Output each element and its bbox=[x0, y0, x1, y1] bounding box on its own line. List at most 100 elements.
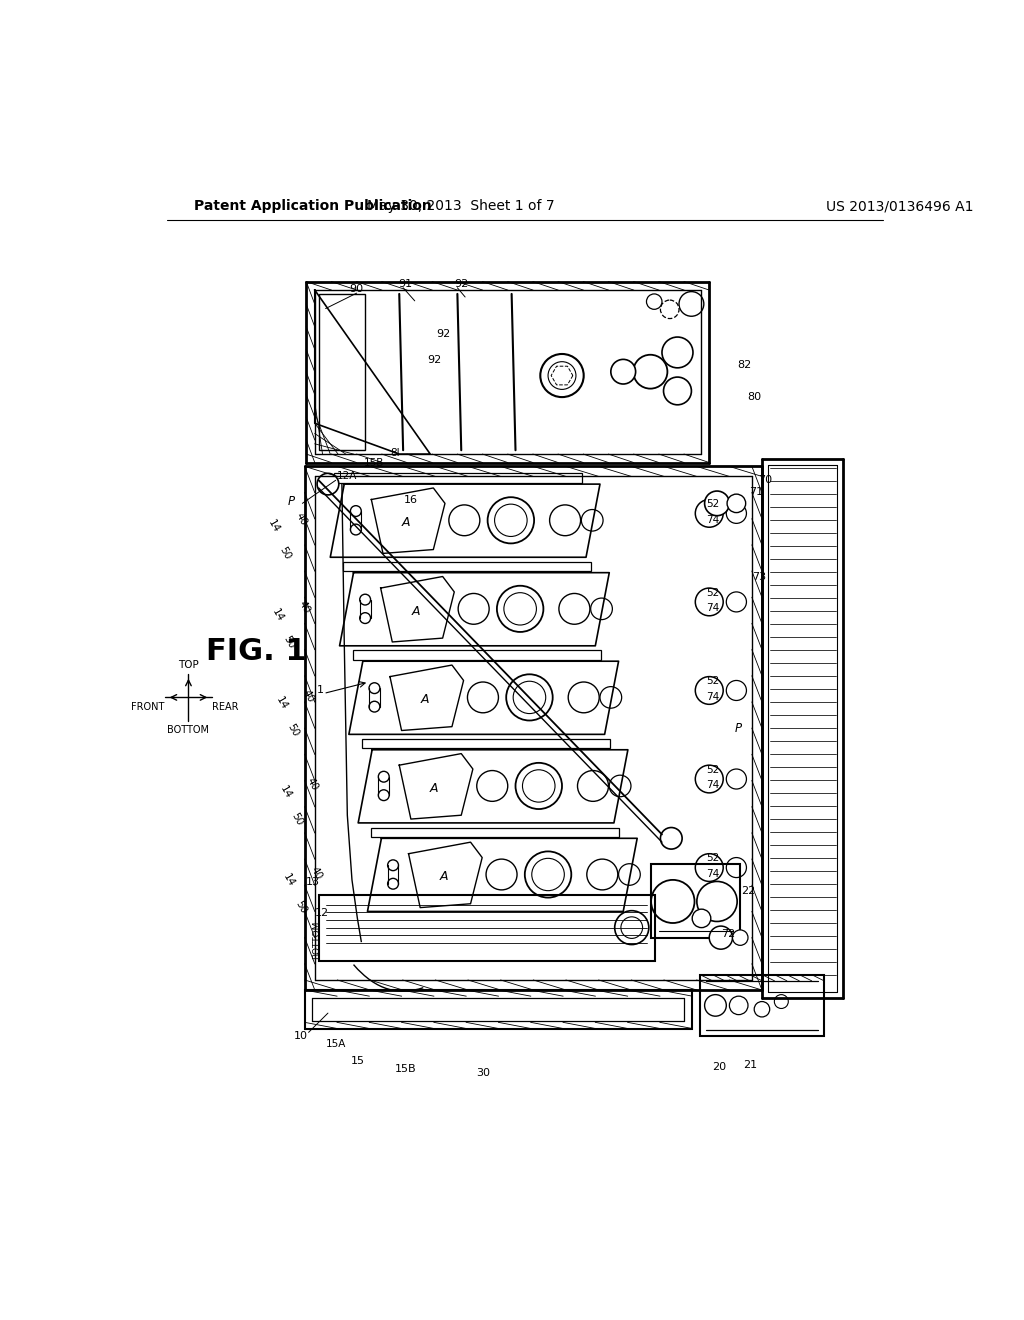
Circle shape bbox=[618, 863, 640, 886]
Circle shape bbox=[388, 878, 398, 890]
Text: 71: 71 bbox=[749, 487, 763, 496]
Text: 72: 72 bbox=[722, 929, 736, 939]
Text: 40: 40 bbox=[308, 865, 324, 882]
Circle shape bbox=[369, 701, 380, 711]
Text: 74: 74 bbox=[707, 869, 720, 879]
Circle shape bbox=[726, 681, 746, 701]
Circle shape bbox=[378, 789, 389, 800]
Circle shape bbox=[705, 491, 729, 516]
Circle shape bbox=[497, 586, 544, 632]
Circle shape bbox=[578, 771, 608, 801]
Circle shape bbox=[774, 995, 788, 1008]
Circle shape bbox=[449, 506, 480, 536]
Text: 92: 92 bbox=[436, 329, 451, 339]
Text: 74: 74 bbox=[707, 603, 720, 612]
Text: P: P bbox=[735, 722, 742, 735]
Bar bbox=[352, 651, 601, 660]
Circle shape bbox=[458, 594, 489, 624]
Circle shape bbox=[726, 591, 746, 612]
Text: 12A: 12A bbox=[336, 471, 356, 480]
Circle shape bbox=[515, 763, 562, 809]
Text: 10: 10 bbox=[294, 1031, 308, 1041]
Circle shape bbox=[726, 770, 746, 789]
Circle shape bbox=[621, 917, 643, 939]
Circle shape bbox=[692, 909, 711, 928]
Text: 52: 52 bbox=[707, 676, 720, 686]
Circle shape bbox=[695, 854, 723, 882]
Text: 50: 50 bbox=[278, 545, 293, 561]
Text: 21: 21 bbox=[743, 1060, 758, 1069]
Circle shape bbox=[726, 503, 746, 524]
Text: 40: 40 bbox=[305, 776, 321, 792]
Circle shape bbox=[587, 859, 617, 890]
Circle shape bbox=[350, 524, 361, 535]
Text: US 2013/0136496 A1: US 2013/0136496 A1 bbox=[825, 199, 973, 213]
Bar bbox=[318, 895, 655, 961]
Circle shape bbox=[755, 1002, 770, 1016]
Bar bbox=[334, 474, 583, 483]
Text: Patent Application Publication: Patent Application Publication bbox=[194, 199, 432, 213]
Circle shape bbox=[695, 589, 723, 615]
Circle shape bbox=[378, 771, 389, 781]
Text: A: A bbox=[430, 781, 438, 795]
Text: 15B: 15B bbox=[394, 1064, 417, 1074]
Circle shape bbox=[531, 858, 564, 891]
Circle shape bbox=[614, 911, 649, 945]
Text: 50: 50 bbox=[286, 722, 301, 739]
Text: 50: 50 bbox=[293, 899, 308, 916]
Circle shape bbox=[359, 612, 371, 623]
Text: 14: 14 bbox=[273, 696, 289, 711]
Text: 8I: 8I bbox=[390, 447, 400, 458]
Text: 82: 82 bbox=[737, 360, 752, 370]
Circle shape bbox=[477, 771, 508, 801]
Circle shape bbox=[651, 880, 694, 923]
Circle shape bbox=[710, 927, 732, 949]
Text: A: A bbox=[402, 516, 411, 529]
Circle shape bbox=[705, 995, 726, 1016]
Text: 90: 90 bbox=[349, 284, 364, 294]
Circle shape bbox=[695, 677, 723, 705]
Bar bbox=[700, 974, 824, 1036]
Text: A: A bbox=[439, 870, 447, 883]
Circle shape bbox=[679, 292, 703, 317]
Text: 14: 14 bbox=[278, 784, 293, 800]
Circle shape bbox=[467, 682, 499, 713]
Text: BOTTOM: BOTTOM bbox=[168, 725, 210, 735]
Circle shape bbox=[550, 506, 581, 536]
Text: P: P bbox=[287, 495, 294, 508]
Text: A: A bbox=[421, 693, 429, 706]
Text: 91: 91 bbox=[398, 279, 413, 289]
Circle shape bbox=[660, 300, 679, 318]
Text: 12: 12 bbox=[314, 908, 329, 917]
Text: BOTTOM: BOTTOM bbox=[312, 921, 321, 960]
Text: 73: 73 bbox=[753, 572, 767, 582]
Text: 40: 40 bbox=[293, 511, 308, 527]
Circle shape bbox=[729, 997, 748, 1015]
Circle shape bbox=[495, 504, 527, 536]
Circle shape bbox=[522, 770, 555, 803]
Text: 74: 74 bbox=[707, 780, 720, 791]
Circle shape bbox=[559, 594, 590, 624]
Text: 74: 74 bbox=[707, 515, 720, 524]
Text: FIG. 1: FIG. 1 bbox=[206, 636, 306, 665]
Bar bbox=[343, 562, 592, 572]
Circle shape bbox=[582, 510, 603, 531]
Bar bbox=[362, 739, 610, 748]
Circle shape bbox=[568, 682, 599, 713]
Bar bbox=[305, 990, 692, 1028]
Circle shape bbox=[486, 859, 517, 890]
Circle shape bbox=[732, 929, 748, 945]
Circle shape bbox=[350, 506, 361, 516]
Text: 15A: 15A bbox=[326, 1039, 346, 1049]
Text: 52: 52 bbox=[707, 587, 720, 598]
Text: 50: 50 bbox=[282, 634, 297, 651]
Circle shape bbox=[697, 882, 737, 921]
Text: 92: 92 bbox=[427, 355, 441, 366]
Circle shape bbox=[609, 775, 631, 797]
Text: 1: 1 bbox=[316, 685, 324, 694]
Circle shape bbox=[727, 494, 745, 512]
Text: 92: 92 bbox=[454, 279, 468, 289]
Text: 74: 74 bbox=[707, 692, 720, 702]
Bar bbox=[372, 828, 620, 837]
Circle shape bbox=[506, 675, 553, 721]
